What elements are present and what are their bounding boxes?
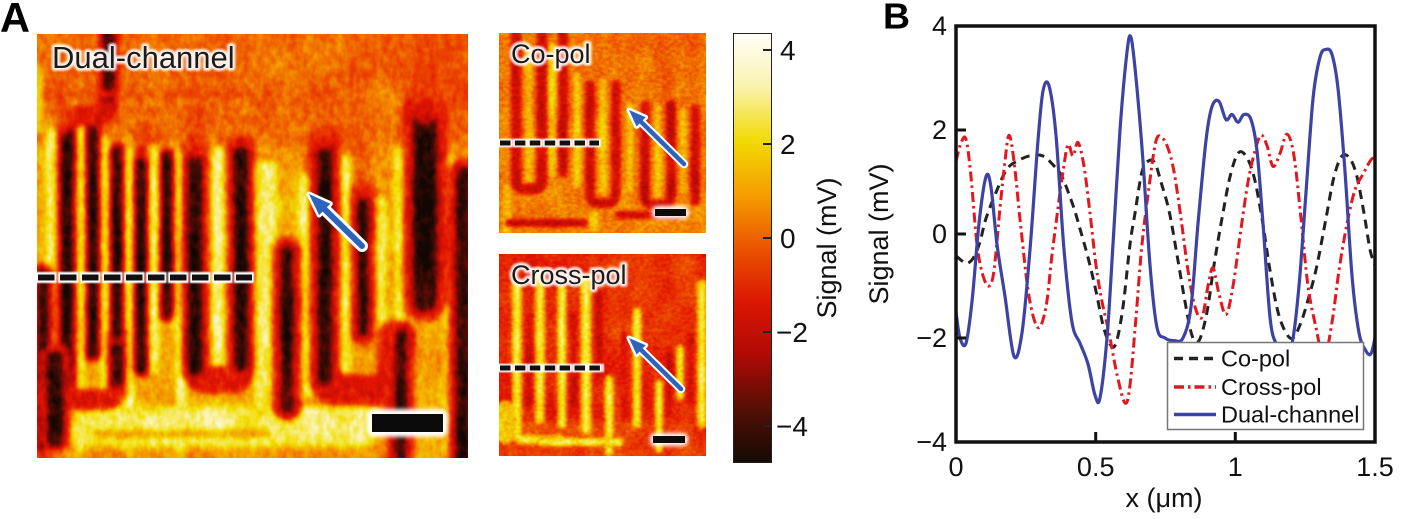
svg-text:1.5: 1.5 (1356, 452, 1394, 482)
svg-text:Cross-pol: Cross-pol (1221, 374, 1322, 400)
svg-text:0: 0 (780, 223, 796, 254)
svg-text:Dual-channel: Dual-channel (1221, 402, 1359, 428)
svg-text:0.5: 0.5 (1077, 452, 1115, 482)
svg-text:−4: −4 (776, 411, 808, 442)
svg-text:A: A (0, 0, 30, 41)
svg-text:Dual-channel: Dual-channel (52, 40, 235, 75)
svg-text:Signal (mV): Signal (mV) (864, 163, 894, 304)
svg-text:Signal (mV): Signal (mV) (812, 177, 842, 318)
svg-text:−2: −2 (916, 323, 947, 353)
svg-text:Co-pol: Co-pol (1221, 346, 1290, 372)
svg-text:4: 4 (932, 11, 947, 41)
svg-text:1: 1 (1228, 452, 1243, 482)
svg-text:2: 2 (932, 115, 947, 145)
svg-text:−4: −4 (916, 427, 947, 457)
svg-text:x (μm): x (μm) (1125, 483, 1202, 513)
svg-text:Co-pol: Co-pol (511, 39, 591, 69)
svg-text:0: 0 (932, 219, 947, 249)
svg-text:0: 0 (948, 452, 963, 482)
svg-text:Dual-channel: Dual-channel (52, 40, 235, 75)
svg-text:B: B (883, 0, 910, 37)
svg-text:4: 4 (780, 35, 796, 66)
svg-text:Cross-pol: Cross-pol (511, 260, 627, 290)
svg-text:Co-pol: Co-pol (511, 39, 591, 69)
svg-text:2: 2 (780, 129, 796, 160)
svg-text:−2: −2 (776, 317, 808, 348)
svg-text:Cross-pol: Cross-pol (511, 260, 627, 290)
